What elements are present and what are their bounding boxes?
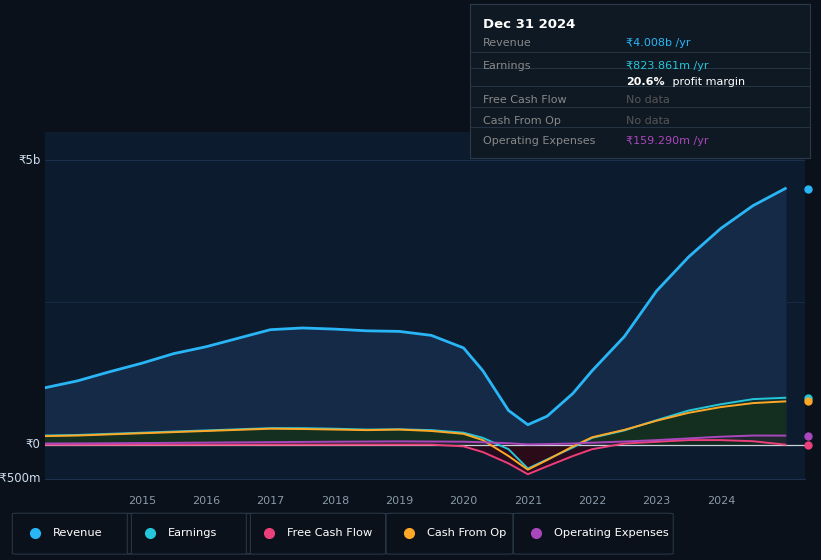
Text: 2022: 2022	[578, 496, 607, 506]
Text: Dec 31 2024: Dec 31 2024	[484, 18, 576, 31]
Text: 20.6%: 20.6%	[626, 77, 665, 87]
Text: Free Cash Flow: Free Cash Flow	[287, 529, 373, 538]
Text: 2016: 2016	[192, 496, 220, 506]
Text: 2019: 2019	[385, 496, 413, 506]
Text: Operating Expenses: Operating Expenses	[554, 529, 669, 538]
Text: 2024: 2024	[707, 496, 735, 506]
Text: 2015: 2015	[127, 496, 156, 506]
Text: No data: No data	[626, 116, 670, 127]
Text: Cash From Op: Cash From Op	[427, 529, 507, 538]
Text: ₹5b: ₹5b	[18, 153, 40, 166]
Text: Free Cash Flow: Free Cash Flow	[484, 95, 566, 105]
Text: Earnings: Earnings	[484, 61, 532, 71]
Text: Revenue: Revenue	[53, 529, 103, 538]
Text: ₹823.861m /yr: ₹823.861m /yr	[626, 61, 709, 71]
Text: 2021: 2021	[514, 496, 542, 506]
Text: -₹500m: -₹500m	[0, 472, 40, 486]
Text: ₹4.008b /yr: ₹4.008b /yr	[626, 38, 690, 48]
Text: Earnings: Earnings	[168, 529, 218, 538]
Text: Cash From Op: Cash From Op	[484, 116, 561, 127]
Text: Operating Expenses: Operating Expenses	[484, 137, 595, 146]
Text: 2023: 2023	[642, 496, 671, 506]
Text: 2018: 2018	[321, 496, 349, 506]
Text: ₹0: ₹0	[25, 438, 40, 451]
Text: 2017: 2017	[256, 496, 285, 506]
Text: Revenue: Revenue	[484, 38, 532, 48]
Text: 2020: 2020	[449, 496, 478, 506]
Text: No data: No data	[626, 95, 670, 105]
Text: profit margin: profit margin	[669, 77, 745, 87]
Text: ₹159.290m /yr: ₹159.290m /yr	[626, 137, 709, 146]
